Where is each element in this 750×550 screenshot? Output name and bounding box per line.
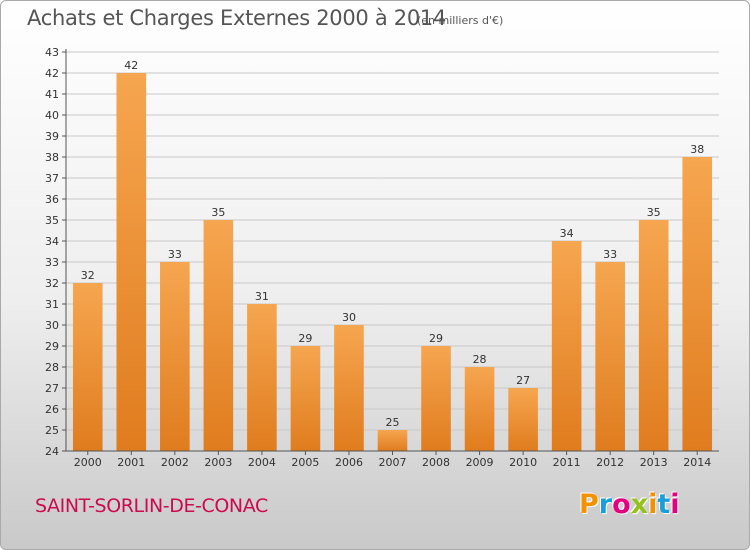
data-label: 35 (647, 206, 661, 219)
bar (334, 325, 364, 451)
data-label: 28 (473, 353, 487, 366)
commune-name: SAINT-SORLIN-DE-CONAC (35, 495, 268, 517)
data-label: 33 (168, 248, 182, 261)
bar (160, 262, 190, 451)
data-label: 42 (124, 59, 138, 72)
x-tick-label: 2005 (291, 456, 319, 469)
y-tick-label: 39 (45, 130, 59, 143)
y-tick-label: 42 (45, 67, 59, 80)
proxiti-logo: Proxiti (579, 489, 680, 520)
bar (290, 346, 321, 451)
y-tick-label: 35 (45, 214, 59, 227)
data-label: 38 (690, 143, 704, 156)
x-tick-label: 2013 (640, 456, 668, 469)
y-tick-label: 33 (45, 256, 59, 269)
data-label: 29 (429, 332, 443, 345)
y-tick-label: 30 (45, 319, 59, 332)
y-tick-label: 28 (45, 361, 59, 374)
x-tick-label: 2012 (596, 456, 624, 469)
logo-letter: o (612, 489, 631, 520)
axes (62, 49, 719, 455)
chart-title: Achats et Charges Externes 2000 à 2014 (27, 6, 447, 30)
logo-letter: P (579, 489, 599, 520)
y-tick-labels: 24 25 26 27 28 29 30 31 32 33 34 35 36 37 38 39 40 41 42 43 (45, 46, 59, 458)
bar (638, 220, 669, 451)
logo-letter: r (598, 489, 613, 520)
bar (551, 241, 582, 451)
logo-letter: x (630, 489, 649, 520)
bar (464, 367, 495, 451)
logo-letter: i (670, 489, 680, 520)
y-tick-label: 37 (45, 172, 59, 185)
x-tick-label: 2008 (422, 456, 450, 469)
data-label: 27 (516, 374, 530, 387)
y-tick-label: 38 (45, 151, 59, 164)
x-tick-label: 2014 (683, 456, 711, 469)
y-tick-label: 36 (45, 193, 59, 206)
data-label: 29 (298, 332, 312, 345)
x-tick-label: 2011 (553, 456, 581, 469)
data-label: 33 (603, 248, 617, 261)
data-labels: 32 42 33 35 31 29 30 25 29 28 27 34 33 35 38 (81, 59, 704, 429)
x-tick-label: 2001 (117, 456, 145, 469)
x-tick-label: 2007 (379, 456, 407, 469)
x-tick-label: 2003 (204, 456, 232, 469)
y-tick-label: 34 (45, 235, 59, 248)
data-label: 32 (81, 269, 95, 282)
y-tick-label: 41 (45, 88, 59, 101)
x-tick-label: 2006 (335, 456, 363, 469)
bar (247, 304, 277, 451)
bar (72, 283, 103, 451)
logo-letter: i (648, 489, 658, 520)
bar (377, 430, 408, 451)
x-tick-label: 2010 (509, 456, 537, 469)
x-tick-label: 2000 (74, 456, 102, 469)
bar (116, 73, 147, 451)
data-label: 34 (560, 227, 574, 240)
bars (72, 73, 713, 451)
x-tick-labels: 2000 2001 2002 2003 2004 2005 2006 2007 2008 2009… (74, 456, 711, 469)
bar (421, 346, 451, 451)
y-tick-label: 29 (45, 340, 59, 353)
data-label: 31 (255, 290, 269, 303)
bar (682, 157, 713, 451)
logo-letter: t (657, 489, 671, 520)
data-label: 30 (342, 311, 356, 324)
y-tick-label: 27 (45, 382, 59, 395)
x-tick-label: 2004 (248, 456, 276, 469)
data-label: 25 (386, 416, 400, 429)
y-tick-label: 25 (45, 424, 59, 437)
bar (203, 220, 234, 451)
data-label: 35 (211, 206, 225, 219)
y-tick-label: 40 (45, 109, 59, 122)
bar (595, 262, 625, 451)
y-tick-label: 31 (45, 298, 59, 311)
y-tick-label: 32 (45, 277, 59, 290)
y-tick-label: 43 (45, 46, 59, 59)
chart-unit: (en milliers d'€) (417, 14, 504, 27)
x-tick-label: 2002 (161, 456, 189, 469)
x-tick-label: 2009 (466, 456, 494, 469)
y-tick-label: 26 (45, 403, 59, 416)
y-tick-label: 24 (45, 445, 59, 458)
bar (508, 388, 538, 451)
